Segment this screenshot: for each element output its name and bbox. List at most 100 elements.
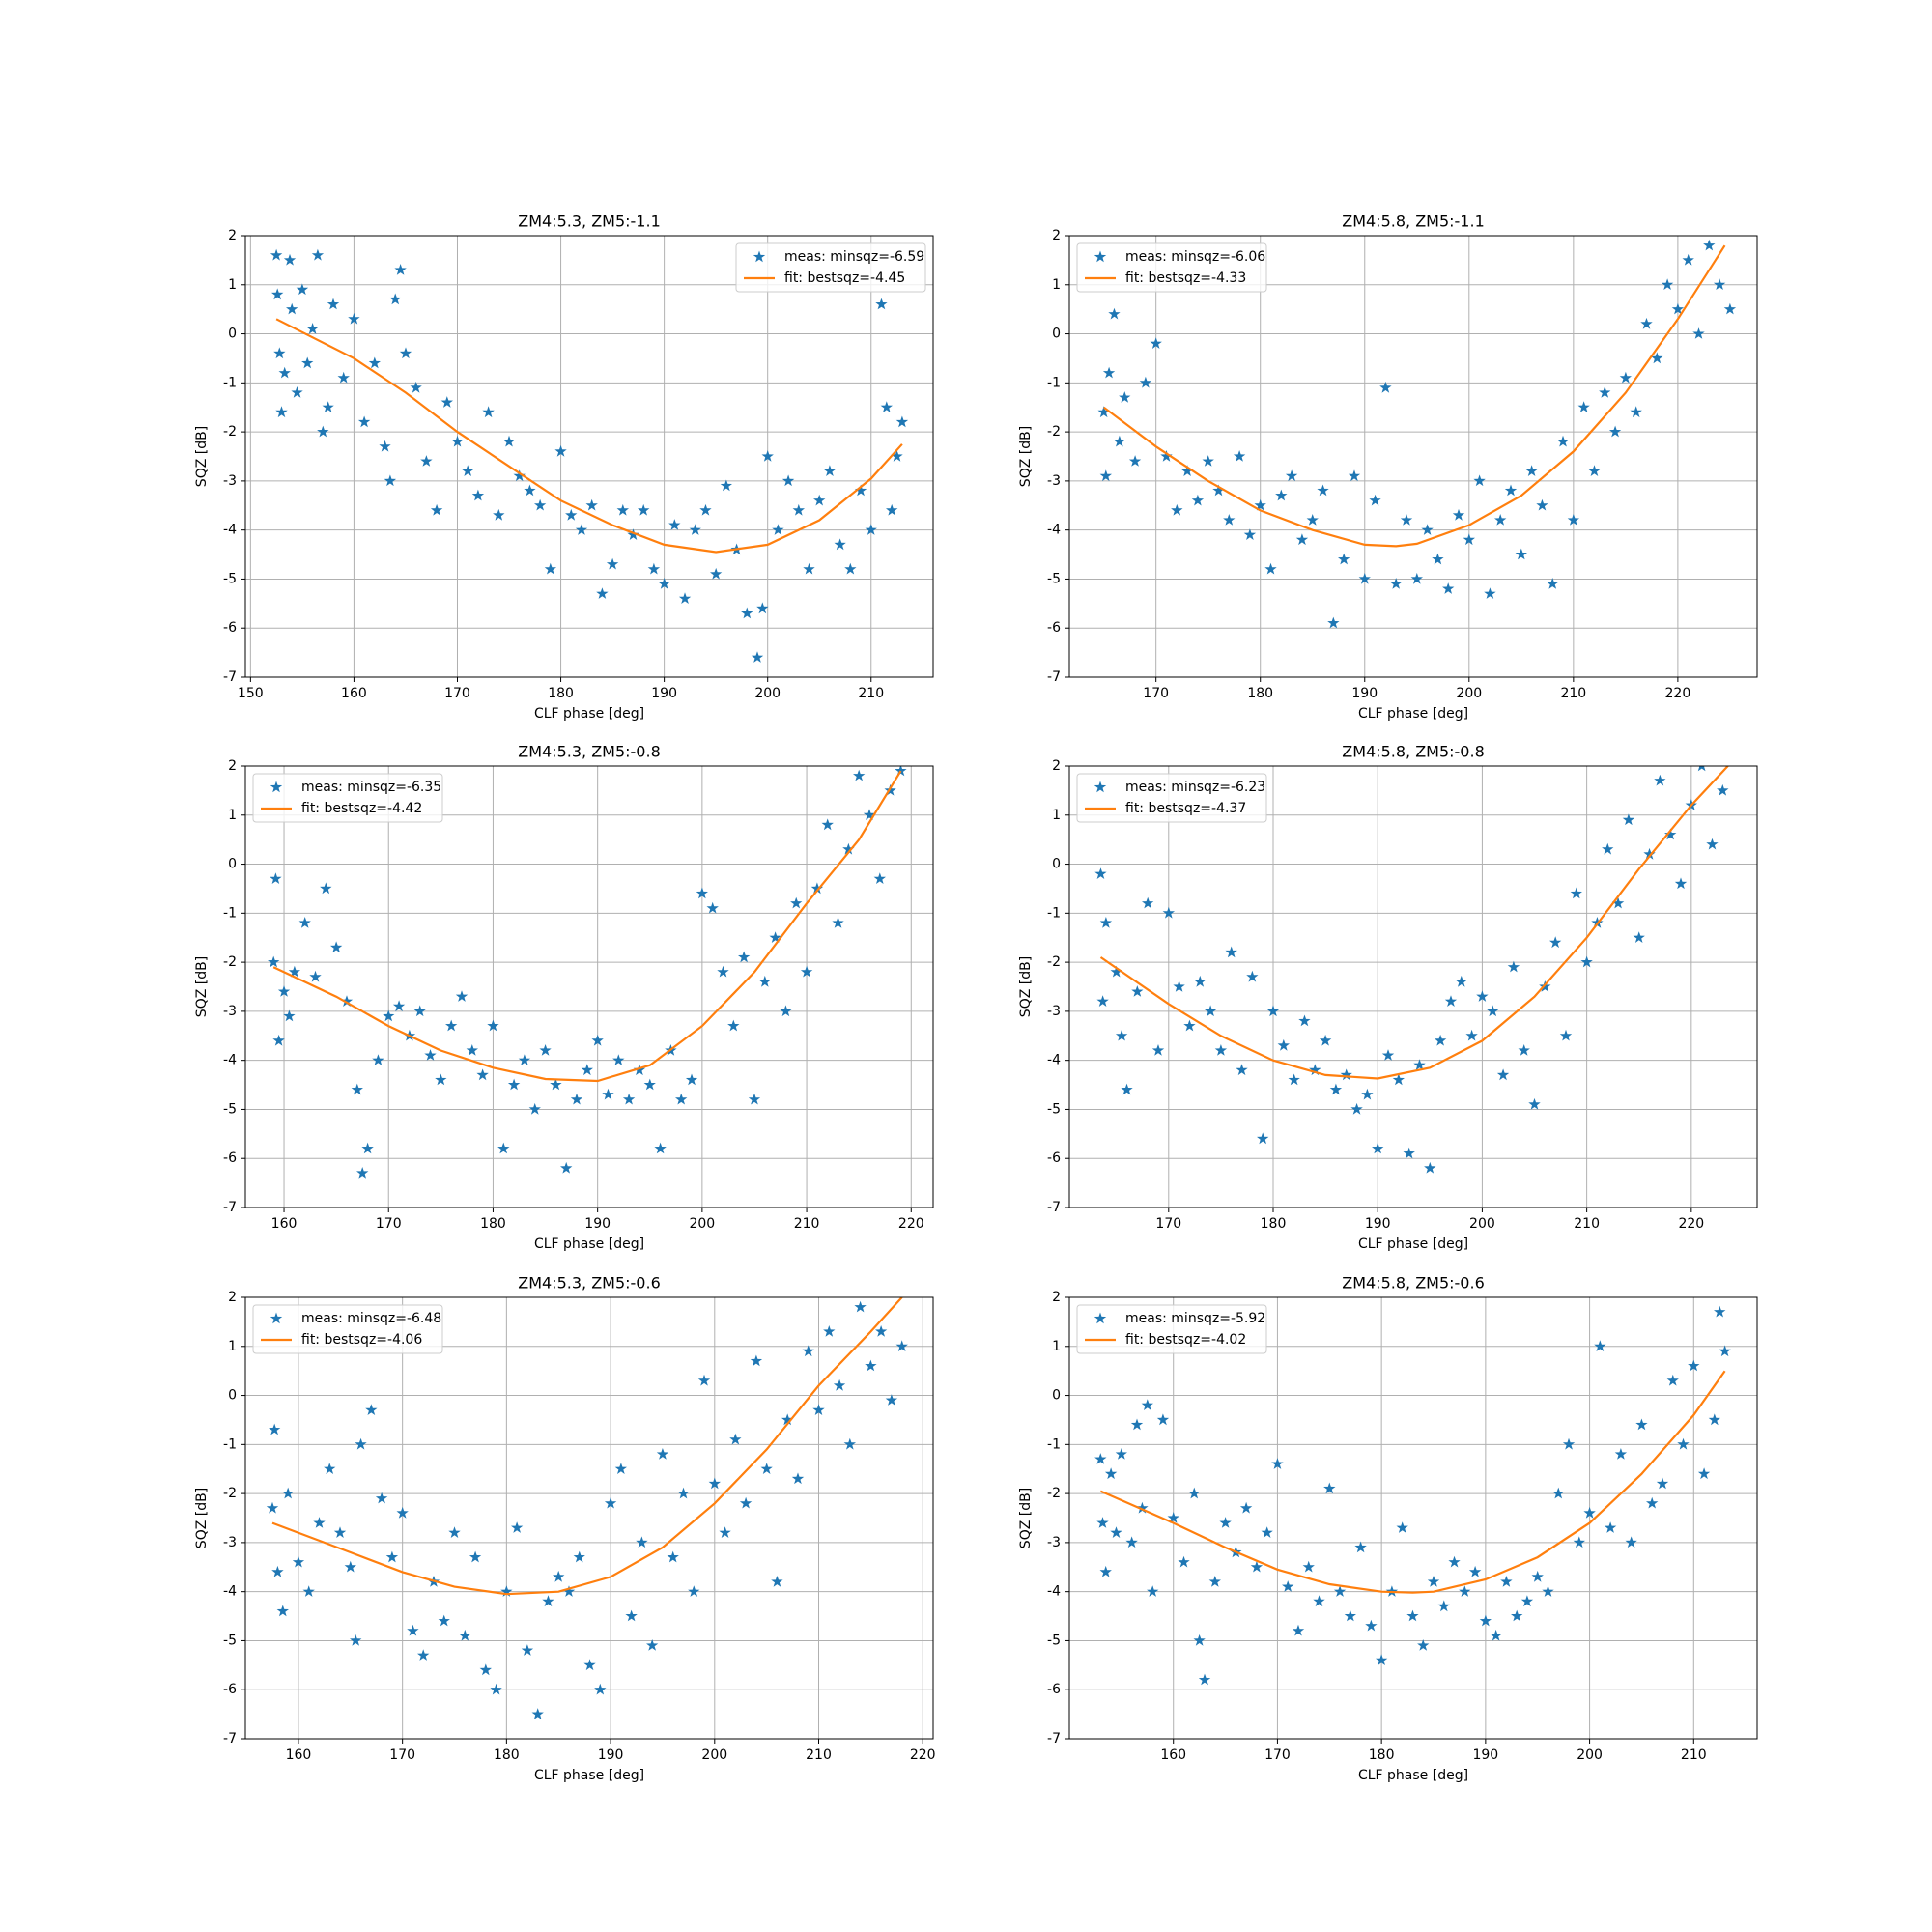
plot-area	[1094, 766, 1729, 1174]
star-point	[1654, 774, 1666, 786]
y-tick-label: 0	[228, 1388, 237, 1404]
star-point	[719, 1526, 731, 1538]
y-tick-label: -5	[223, 571, 237, 586]
star-point	[781, 474, 795, 487]
star-point	[885, 1394, 898, 1406]
star-point	[1151, 1044, 1165, 1056]
subplot: 170 180 190 200 210 220 -7 -6 -5 -4 -3 -2 -1 0 1 2 ZM4:5…	[1018, 743, 1758, 1252]
star-point	[1614, 1448, 1628, 1460]
star-point	[1468, 1565, 1482, 1577]
star-point	[1121, 1083, 1133, 1095]
star-point	[1173, 980, 1185, 992]
star-point	[751, 651, 764, 663]
star-point	[420, 455, 433, 467]
star-point	[518, 1054, 531, 1065]
star-point	[1525, 465, 1538, 476]
star-point	[729, 1433, 742, 1445]
star-point	[583, 1659, 596, 1671]
star-point	[1531, 1570, 1544, 1582]
y-tick-label: 1	[228, 277, 237, 293]
star-point	[625, 1609, 638, 1622]
star-point	[273, 347, 286, 359]
x-tick-label: 210	[806, 1747, 832, 1763]
y-tick-label: 0	[1052, 1388, 1061, 1404]
legend-marker	[1094, 781, 1107, 793]
star-point	[1651, 352, 1663, 364]
star-point	[706, 901, 719, 914]
star-point	[1630, 406, 1642, 418]
star-point	[1156, 1413, 1170, 1426]
star-point	[355, 1437, 367, 1450]
y-tick-label: -6	[223, 1151, 237, 1166]
y-axis-label: SQZ [dB]	[194, 1488, 210, 1548]
star-point	[438, 1614, 450, 1627]
star-point	[1167, 1512, 1179, 1523]
x-axis-label: CLF phase [deg]	[1358, 1768, 1468, 1783]
star-point	[435, 1073, 447, 1086]
star-point	[313, 1517, 326, 1528]
star-point	[1212, 484, 1225, 497]
star-point	[1479, 1614, 1492, 1627]
star-point	[1604, 1521, 1617, 1533]
star-point	[1102, 366, 1116, 379]
star-point	[834, 538, 846, 551]
star-point	[1520, 1595, 1534, 1607]
star-point	[1108, 307, 1121, 320]
star-point	[344, 1560, 356, 1573]
star-point	[490, 1683, 502, 1695]
star-point	[554, 444, 567, 457]
star-point	[270, 248, 283, 261]
star-point	[544, 562, 556, 575]
plot-area	[1094, 1305, 1731, 1686]
star-point	[842, 842, 855, 855]
star-point	[622, 1093, 636, 1105]
star-point	[1110, 965, 1122, 978]
y-tick-label: -2	[1047, 954, 1061, 970]
x-tick-label: 190	[598, 1747, 624, 1763]
star-point	[1379, 381, 1392, 393]
star-point	[531, 1708, 544, 1719]
x-tick-label: 210	[858, 686, 884, 701]
star-point	[1194, 975, 1207, 987]
star-point	[646, 1639, 659, 1651]
star-point	[350, 1634, 362, 1646]
x-tick-label: 170	[444, 686, 470, 701]
star-point	[1646, 1496, 1659, 1509]
x-tick-label: 220	[1678, 1216, 1704, 1232]
star-point	[322, 401, 334, 412]
star-point	[1549, 936, 1562, 949]
star-point	[283, 253, 297, 266]
star-point	[696, 887, 708, 899]
y-tick-label: -2	[1047, 424, 1061, 440]
star-point	[1448, 1555, 1461, 1568]
y-tick-label: -6	[223, 1682, 237, 1697]
star-point	[803, 562, 815, 575]
star-point	[324, 1463, 336, 1474]
y-tick-label: -2	[223, 424, 237, 440]
star-point	[394, 264, 407, 275]
star-point	[462, 465, 474, 476]
x-tick-label: 160	[341, 686, 367, 701]
x-tick-label: 170	[1143, 686, 1169, 701]
plot-area	[266, 1297, 908, 1719]
star-point	[399, 347, 412, 359]
star-point	[1573, 1536, 1585, 1548]
star-point	[276, 1605, 289, 1617]
star-point	[1096, 1517, 1109, 1528]
axes-frame	[244, 765, 934, 1208]
star-point	[1350, 1102, 1363, 1115]
star-point	[761, 450, 774, 462]
star-point	[1361, 1088, 1374, 1100]
star-point	[357, 415, 371, 428]
star-point	[832, 917, 844, 928]
star-point	[445, 1019, 458, 1032]
y-tick-label: 1	[228, 808, 237, 823]
y-tick-label: -3	[223, 1004, 237, 1019]
star-point	[500, 1585, 513, 1597]
x-tick-label: 190	[1351, 686, 1378, 701]
legend-box	[1076, 242, 1267, 293]
star-point	[1246, 970, 1259, 982]
star-point	[790, 896, 803, 909]
star-point	[656, 1448, 669, 1460]
star-point	[636, 1536, 648, 1548]
